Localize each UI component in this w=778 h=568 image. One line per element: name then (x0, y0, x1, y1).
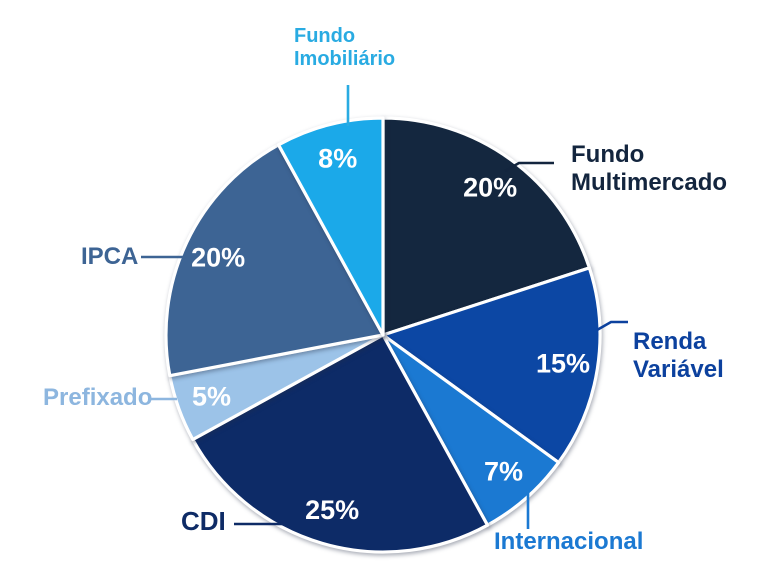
connector-fundo-multimercado (504, 161, 554, 173)
pie-slices-group (164, 116, 602, 554)
pie-value-cdi: 25% (305, 495, 359, 525)
slice-label-ipca: IPCA (81, 243, 139, 270)
pie-value-fundo-multimercado: 20% (463, 173, 517, 203)
pie-slice-fundo-multimercado (381, 116, 591, 337)
slice-label-prefixado: Prefixado (43, 384, 153, 411)
slice-label-fundo-imobiliario: Fundo Imobiliário (294, 25, 396, 70)
connector-renda-variavel (596, 320, 628, 332)
slice-label-cdi: CDI (181, 506, 226, 536)
pie-value-labels-group: 20% 15% 7% 25% 5% 20% 8% (191, 143, 590, 525)
pie-value-internacional: 7% (484, 457, 523, 487)
slice-label-renda-variavel: Renda Variável (633, 328, 724, 383)
pie-slice-cdi (191, 333, 490, 554)
pie-slice-fundo-imobiliario (276, 116, 385, 337)
label-connectors-group (141, 85, 628, 529)
slice-label-fundo-multimercado: Fundo Multimercado (571, 141, 728, 196)
slice-label-internacional: Internacional (494, 528, 644, 555)
pie-slice-ipca (164, 143, 385, 378)
pie-value-ipca: 20% (191, 242, 245, 272)
pie-value-prefixado: 5% (192, 382, 231, 412)
pie-value-fundo-imobiliario: 8% (318, 143, 357, 173)
pie-slice-renda-variavel (381, 266, 602, 465)
pie-value-renda-variavel: 15% (536, 349, 590, 379)
